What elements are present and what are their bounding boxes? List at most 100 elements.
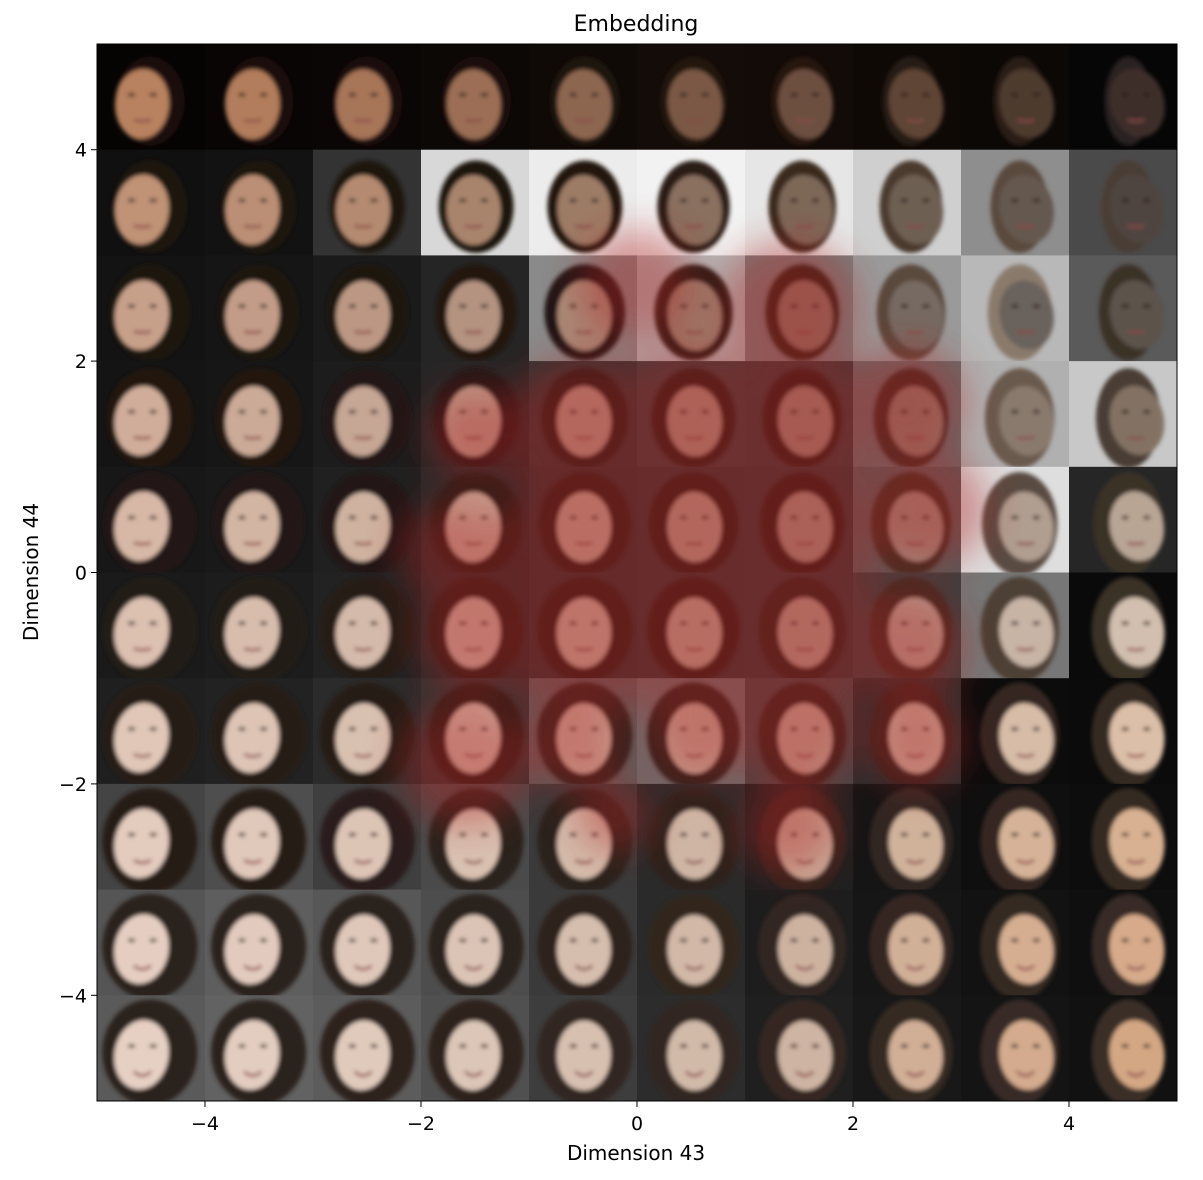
face <box>221 160 297 254</box>
eye-shape <box>149 304 157 309</box>
face-shape <box>667 1020 722 1091</box>
x-tick-label: 0 <box>631 1113 643 1135</box>
overlay-blob <box>523 694 621 790</box>
eye-shape <box>149 92 157 97</box>
face <box>324 368 411 469</box>
face <box>1101 160 1165 254</box>
eye-shape <box>569 1044 577 1048</box>
eye-shape <box>1121 832 1129 837</box>
face <box>319 999 415 1101</box>
face-shape <box>114 385 169 456</box>
eye-shape <box>348 727 357 731</box>
face-cell <box>97 466 206 576</box>
face-cell <box>853 995 962 1101</box>
mouth-shape <box>132 964 152 971</box>
face <box>980 893 1059 1000</box>
face-cell <box>637 783 746 894</box>
mouth-shape <box>354 224 373 229</box>
face-cell <box>745 149 854 256</box>
mouth-shape <box>574 224 593 229</box>
x-tick-label: −2 <box>407 1113 435 1135</box>
face-cell <box>853 255 962 362</box>
face-shape <box>888 914 943 985</box>
eye-shape <box>458 938 467 943</box>
eye-shape <box>922 198 930 203</box>
eye-shape <box>1032 92 1041 97</box>
face <box>647 788 740 894</box>
eye-shape <box>1010 304 1019 309</box>
face-shape <box>335 280 390 351</box>
face-cell <box>637 44 746 151</box>
face <box>1091 893 1166 1000</box>
y-axis: −4 −2 0 2 4 <box>59 140 97 1007</box>
eye-shape <box>1032 832 1041 837</box>
face-cell <box>97 889 206 1000</box>
face <box>211 576 307 683</box>
face <box>329 160 405 254</box>
face <box>537 999 633 1101</box>
eye-shape <box>127 409 136 414</box>
face-cell <box>961 44 1070 151</box>
eye-shape <box>238 727 246 731</box>
face-cell <box>313 44 422 151</box>
eye-shape <box>1142 304 1151 309</box>
face-shape <box>335 386 390 457</box>
eye-shape <box>701 92 709 97</box>
face-cell <box>961 255 1070 362</box>
eye-shape <box>701 1044 709 1048</box>
mouth-shape <box>1016 118 1035 123</box>
eye-shape <box>1121 304 1129 309</box>
face-shape <box>667 809 722 880</box>
eye-shape <box>900 304 909 309</box>
face-cell <box>529 149 638 256</box>
mouth-shape <box>243 858 263 865</box>
eye-shape <box>370 832 378 837</box>
face-shape <box>114 808 169 878</box>
face-shape <box>778 69 833 139</box>
face <box>771 56 834 146</box>
eye-shape <box>127 832 136 837</box>
chart-title: Embedding <box>574 12 699 37</box>
eye-shape <box>370 409 378 414</box>
y-tick-label: −4 <box>59 985 87 1007</box>
face-shape <box>557 175 612 245</box>
mouth-shape <box>574 1070 594 1078</box>
mouth-shape <box>354 541 373 546</box>
face-shape <box>224 914 280 985</box>
mouth-shape <box>1016 752 1035 758</box>
face-cell <box>1069 44 1177 151</box>
eye-shape <box>900 198 909 203</box>
face-cell <box>313 361 422 469</box>
mouth-shape <box>354 435 373 440</box>
face <box>1091 999 1166 1101</box>
face-cell <box>529 889 638 1000</box>
face-cell <box>853 783 962 894</box>
eye-shape <box>1142 832 1151 837</box>
face <box>660 56 727 146</box>
eye-shape <box>1121 1044 1129 1048</box>
face-shape <box>1109 1020 1165 1090</box>
face-shape <box>557 69 612 140</box>
face-shape <box>114 597 169 667</box>
eye-shape <box>480 92 489 97</box>
eye-shape <box>259 92 268 97</box>
eye-shape <box>259 515 268 520</box>
eye-shape <box>811 92 820 97</box>
face-shape <box>888 1020 943 1091</box>
face-cell <box>1069 678 1177 789</box>
face <box>647 893 740 1000</box>
eye-shape <box>238 92 246 97</box>
eye-shape <box>1142 409 1151 414</box>
eye-shape <box>238 515 246 520</box>
face-shape <box>114 914 169 984</box>
face <box>758 893 847 1000</box>
face <box>319 788 415 894</box>
mouth-shape <box>795 118 814 123</box>
mouth-shape <box>243 647 262 652</box>
face <box>218 264 299 361</box>
face-cell <box>205 361 314 469</box>
eye-shape <box>569 198 577 203</box>
eye-shape <box>259 409 268 414</box>
face-cell <box>1069 995 1177 1101</box>
eye-shape <box>1032 409 1041 414</box>
